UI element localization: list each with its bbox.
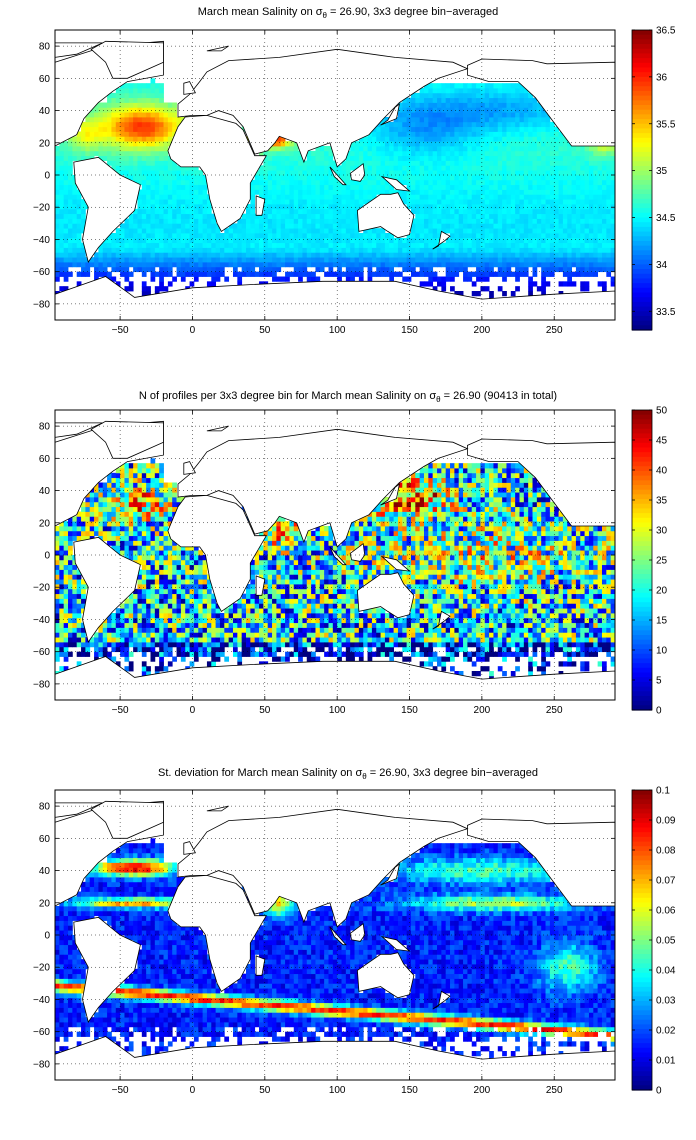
y-tick-label: −20	[33, 583, 50, 594]
profile-count-map: −50 0 50 100 150 200 250806040200−20−40−60−805…	[33, 406, 668, 717]
x-tick-label: 200	[474, 705, 491, 716]
coastlines	[54, 40, 616, 321]
y-tick-label: 0	[44, 551, 50, 562]
colorbar-tick-label: 0.07	[656, 876, 676, 887]
y-tick-label: 80	[39, 422, 51, 433]
x-tick-label: 250	[546, 1085, 563, 1096]
colorbar-tick-label: 5	[656, 676, 662, 687]
y-tick-label: 40	[39, 866, 51, 877]
coastlines	[54, 800, 616, 1081]
colorbar-tick-label: 20	[656, 586, 668, 597]
panel-title: March mean Salinity on σθ = 26.90, 3x3 d…	[197, 6, 499, 21]
colorbar-tick-label: 10	[656, 646, 668, 657]
x-tick-label: 50	[259, 705, 271, 716]
x-tick-label: 150	[401, 1085, 418, 1096]
profile-count-panel: N of profiles per 3x3 degree bin for Mar…	[0, 380, 696, 750]
x-tick-label: 100	[329, 325, 346, 336]
colorbar-tick-label: 15	[656, 616, 668, 627]
x-tick-label: 0	[190, 705, 196, 716]
colorbar-tick-label: 36	[656, 72, 668, 83]
x-tick-label: 250	[546, 705, 563, 716]
colorbar: 0.1 0.09 0.08 0.07 0.06 0.05 0.04 0.03 0.02 0.01 0	[631, 786, 676, 1097]
x-tick-label: 0	[190, 1085, 196, 1096]
panel-title: N of profiles per 3x3 degree bin for Mar…	[138, 390, 558, 405]
y-tick-label: −20	[33, 963, 50, 974]
y-tick-label: 80	[39, 802, 51, 813]
y-tick-label: 40	[39, 106, 51, 117]
colorbar-tick-label: 36.5	[656, 26, 676, 37]
y-tick-label: 80	[39, 42, 51, 53]
y-tick-label: −80	[33, 1059, 50, 1070]
y-tick-label: −80	[33, 299, 50, 310]
y-tick-label: −40	[33, 235, 50, 246]
gridlines	[55, 410, 615, 700]
y-tick-label: 40	[39, 486, 51, 497]
y-tick-label: −20	[33, 203, 50, 214]
x-tick-label: 250	[546, 325, 563, 336]
colorbar-tick-label: 33.5	[656, 307, 676, 318]
x-tick-label: 50	[259, 325, 271, 336]
y-tick-label: −40	[33, 995, 50, 1006]
y-tick-label: −60	[33, 267, 50, 278]
colorbar-tick-label: 0	[656, 706, 662, 717]
y-tick-label: −80	[33, 679, 50, 690]
x-tick-label: −50	[112, 325, 129, 336]
colorbar-tick-label: 35.5	[656, 119, 676, 130]
colorbar-tick-label: 0.01	[656, 1056, 676, 1067]
x-tick-label: 100	[329, 705, 346, 716]
x-tick-label: 150	[401, 705, 418, 716]
x-tick-label: −50	[112, 705, 129, 716]
colorbar-tick-label: 34.5	[656, 213, 676, 224]
gridlines	[55, 30, 615, 320]
x-tick-label: 200	[474, 325, 491, 336]
colorbar-tick-label: 0.08	[656, 846, 676, 857]
stdev-panel: St. deviation for March mean Salinity on…	[0, 760, 696, 1140]
y-tick-label: −60	[33, 1027, 50, 1038]
panel-title: St. deviation for March mean Salinity on…	[158, 767, 538, 782]
colorbar-tick-label: 0.09	[656, 816, 676, 827]
y-tick-label: −40	[33, 615, 50, 626]
salinity-panel: March mean Salinity on σθ = 26.90, 3x3 d…	[0, 0, 696, 370]
colorbar-tick-label: 0	[656, 1086, 662, 1097]
colorbar-tick-label: 35	[656, 166, 668, 177]
x-tick-label: 150	[401, 325, 418, 336]
stdev-map: −50 0 50 100 150 200 250806040200−20−40−60−800…	[33, 786, 676, 1097]
colorbar-tick-label: 25	[656, 556, 668, 567]
y-tick-label: 20	[39, 138, 51, 149]
x-tick-label: −50	[112, 1085, 129, 1096]
y-tick-label: 20	[39, 898, 51, 909]
salinity-map: −50 0 50 100 150 200 250806040200−20−40−60−803…	[33, 26, 676, 337]
colorbar-tick-label: 0.1	[656, 786, 670, 797]
colorbar: 36.5 36 35.5 35 34.5 34 33.5	[631, 26, 676, 331]
colorbar-tick-label: 34	[656, 260, 668, 271]
colorbar-tick-label: 40	[656, 466, 668, 477]
colorbar-tick-label: 0.02	[656, 1026, 676, 1037]
x-tick-label: 0	[190, 325, 196, 336]
colorbar-tick-label: 50	[656, 406, 668, 417]
y-tick-label: 60	[39, 74, 51, 85]
grid-cells	[55, 78, 616, 302]
colorbar-tick-label: 30	[656, 526, 668, 537]
y-tick-label: 60	[39, 454, 51, 465]
y-tick-label: 20	[39, 518, 51, 529]
colorbar-tick-label: 0.03	[656, 996, 676, 1007]
x-tick-label: 100	[329, 1085, 346, 1096]
colorbar-tick-label: 0.04	[656, 966, 676, 977]
coastlines	[54, 420, 616, 701]
gridlines	[55, 790, 615, 1080]
x-tick-label: 200	[474, 1085, 491, 1096]
colorbar-tick-label: 0.06	[656, 906, 676, 917]
y-tick-label: 0	[44, 171, 50, 182]
x-tick-label: 50	[259, 1085, 271, 1096]
colorbar-tick-label: 45	[656, 436, 668, 447]
colorbar-tick-label: 0.05	[656, 936, 676, 947]
colorbar-tick-label: 35	[656, 496, 668, 507]
y-tick-label: 0	[44, 931, 50, 942]
y-tick-label: 60	[39, 834, 51, 845]
y-tick-label: −60	[33, 647, 50, 658]
